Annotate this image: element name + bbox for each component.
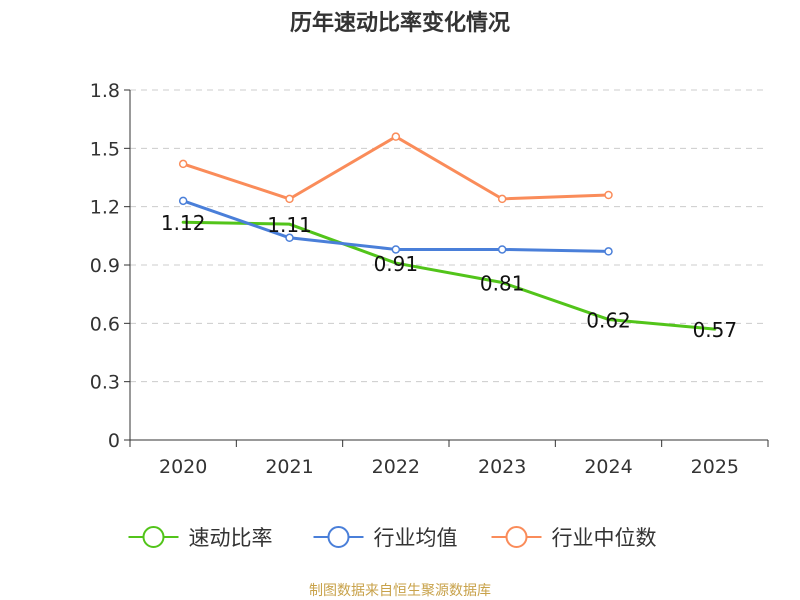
- data-point: [178, 159, 188, 169]
- x-tick-label: 2020: [159, 456, 207, 478]
- data-point: [285, 233, 294, 243]
- legend-label: 速动比率: [189, 526, 273, 550]
- y-tick-label: 0.6: [90, 313, 120, 335]
- series-line: [181, 199, 610, 253]
- y-tick-label: 0.3: [90, 372, 120, 394]
- data-point: [391, 132, 401, 141]
- series: [178, 132, 717, 331]
- legend-item-1: 速动比率: [128, 526, 273, 550]
- data-label: 0.81: [480, 272, 525, 296]
- series-2: [178, 196, 613, 256]
- series-line: [181, 135, 610, 201]
- legend-item-3: 行业中位数: [491, 526, 657, 550]
- y-tick-label: 1.8: [90, 80, 120, 102]
- data-point: [285, 194, 294, 204]
- series-3: [178, 132, 613, 204]
- legend-circle-icon: [142, 526, 165, 548]
- data-point: [391, 245, 401, 254]
- x-tick-label: 2023: [478, 456, 526, 478]
- y-tick-label: 0: [108, 430, 120, 452]
- data-point: [178, 196, 188, 206]
- source-note: 制图数据来自恒生聚源数据库: [309, 583, 491, 599]
- data-label: 1.12: [161, 211, 206, 235]
- series-line: [181, 220, 717, 331]
- data-labels: 1.12 1.11 0.91 0.81 0.62 0.57: [161, 211, 737, 342]
- legend-circle-icon: [327, 526, 350, 548]
- data-point: [497, 245, 507, 254]
- data-label: 1.11: [267, 213, 312, 237]
- data-label: 0.91: [374, 252, 419, 276]
- chart-title: 历年速动比率变化情况: [290, 10, 510, 36]
- legend-label: 行业中位数: [552, 526, 657, 550]
- axes: 0 0.3 0.6 0.9 1.2 1.5 1.8 2020 2021 2022 2023 2024 2…: [90, 80, 769, 478]
- data-label: 0.57: [693, 318, 738, 342]
- data-point: [604, 190, 613, 200]
- legend-item-2: 行业均值: [313, 526, 458, 550]
- x-tick-label: 2021: [265, 456, 313, 478]
- y-tick-label: 1.2: [90, 197, 120, 219]
- data-label: 0.62: [586, 308, 631, 332]
- y-tick-label: 0.9: [90, 255, 120, 277]
- x-tick-label: 2024: [584, 456, 632, 478]
- y-tick-label: 1.5: [90, 138, 120, 160]
- data-point: [604, 247, 613, 256]
- legend: 速动比率 行业均值 行业中位数: [128, 526, 657, 550]
- legend-label: 行业均值: [374, 526, 458, 550]
- series-1: [181, 220, 717, 331]
- data-point: [497, 194, 507, 204]
- grid-lines: [130, 89, 768, 383]
- legend-circle-icon: [505, 526, 528, 548]
- x-tick-label: 2022: [372, 456, 420, 478]
- x-tick-label: 2025: [691, 456, 739, 478]
